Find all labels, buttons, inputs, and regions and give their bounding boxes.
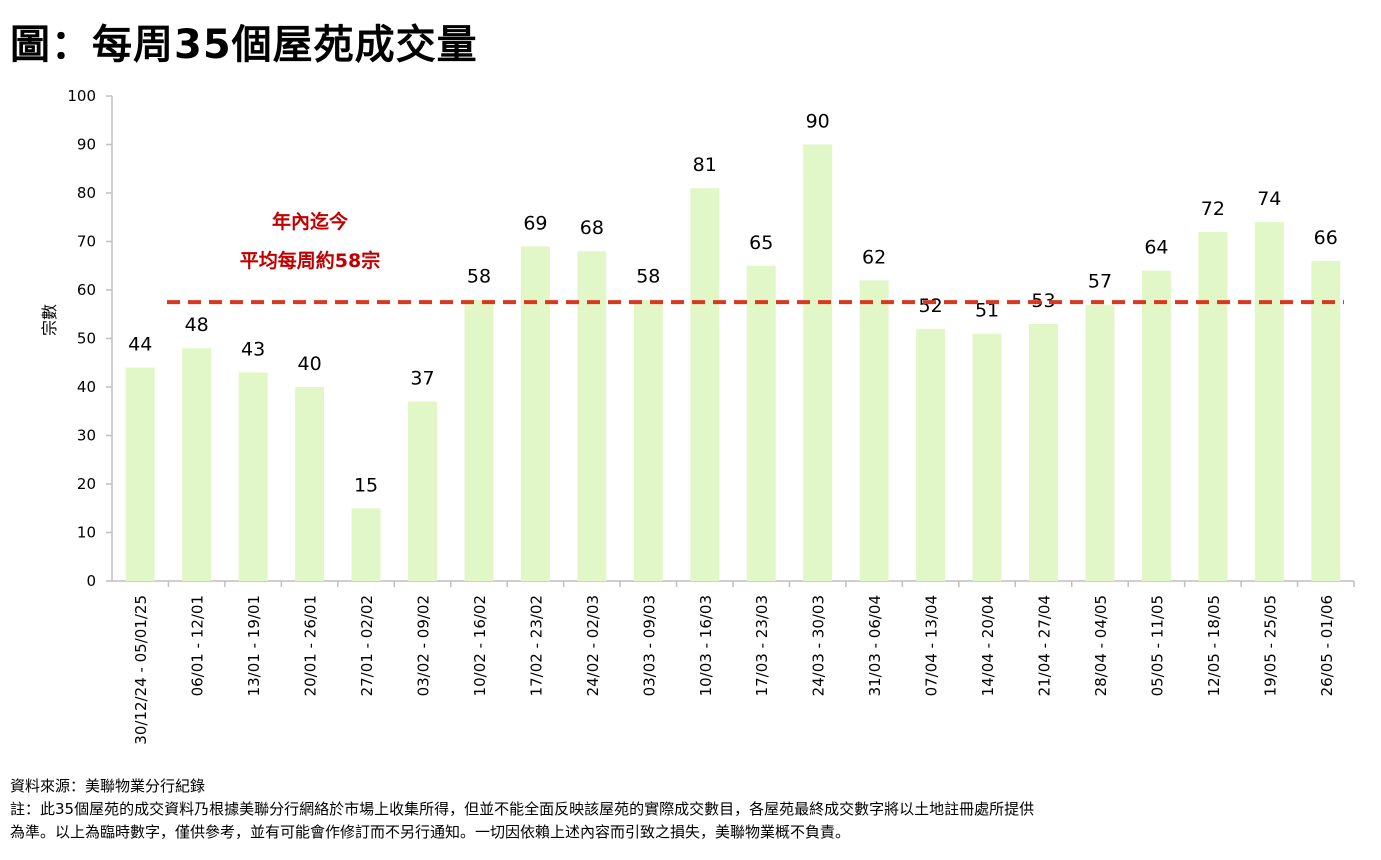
data-label: 81 xyxy=(693,154,717,176)
x-tick-label: 14/04 - 20/04 xyxy=(979,595,997,696)
x-tick-label: 28/04 - 04/05 xyxy=(1092,595,1110,696)
bar xyxy=(1254,222,1284,581)
data-label: 43 xyxy=(241,338,265,360)
bar xyxy=(972,333,1002,581)
bar xyxy=(238,372,268,581)
data-label: 72 xyxy=(1201,198,1225,220)
data-label: 90 xyxy=(806,111,830,133)
bar xyxy=(690,188,720,581)
x-tick-label: 10/03 - 16/03 xyxy=(697,595,715,696)
y-tick-label: 40 xyxy=(77,378,96,396)
average-note-line2: 平均每周約58宗 xyxy=(239,250,381,272)
x-tick-label: 03/02 - 09/02 xyxy=(415,595,433,696)
y-tick-label: 10 xyxy=(77,524,96,542)
x-tick-label: 21/04 - 27/04 xyxy=(1036,595,1054,696)
x-tick-label: 27/01 - 02/02 xyxy=(358,595,376,696)
x-tick-label: 12/05 - 18/05 xyxy=(1205,595,1223,696)
data-label: 74 xyxy=(1257,188,1281,210)
data-label: 58 xyxy=(636,266,660,288)
bar xyxy=(577,251,607,581)
data-label: 52 xyxy=(918,295,942,317)
y-tick-label: 30 xyxy=(77,427,96,445)
bar xyxy=(1029,323,1058,581)
x-tick-label: 30/12/24 - 05/01/25 xyxy=(132,595,150,745)
bar xyxy=(1198,231,1228,582)
data-label: 15 xyxy=(354,474,378,496)
x-tick-label: 07/04 - 13/04 xyxy=(923,595,941,696)
x-tick-label: 31/03 - 06/04 xyxy=(866,595,884,696)
chart-title: 圖：每周35個屋苑成交量 xyxy=(10,22,478,68)
data-label: 64 xyxy=(1144,237,1168,259)
bar xyxy=(746,265,776,581)
x-tick-label: 10/02 - 16/02 xyxy=(471,595,489,696)
data-label: 37 xyxy=(410,368,434,390)
y-axis-label: 宗數 xyxy=(40,304,59,337)
footer: 資料來源：美聯物業分行紀錄 註：此35個屋苑的成交資料乃根據美聯分行網絡於市場上… xyxy=(10,775,1370,844)
data-label: 65 xyxy=(749,232,773,254)
data-label: 51 xyxy=(975,300,999,322)
y-tick-label: 0 xyxy=(86,572,96,590)
x-tick-label: 17/02 - 23/02 xyxy=(527,595,545,696)
average-note-line1: 年內迄今 xyxy=(271,211,348,233)
data-label: 57 xyxy=(1088,271,1112,293)
data-label: 40 xyxy=(297,353,321,375)
bar-chart: 0 10 20 30 40 50 60 70 80 90 100 44 30/12/24 - 05/01… xyxy=(67,87,1355,745)
y-tick-label: 60 xyxy=(77,281,96,299)
disclaimer-line-2: 為準。以上為臨時數字，僅供參考，並有可能會作修訂而不另行通知。一切因依賴上述內容… xyxy=(10,823,851,841)
bar xyxy=(408,401,437,581)
y-tick-label: 20 xyxy=(77,475,96,493)
y-tick-label: 90 xyxy=(77,136,96,154)
data-label: 68 xyxy=(580,217,604,239)
x-tick-label: 20/01 - 26/01 xyxy=(302,595,320,696)
data-label: 48 xyxy=(185,314,209,336)
source-note: 資料來源：美聯物業分行紀錄 xyxy=(10,777,206,795)
bar xyxy=(464,299,494,581)
bar xyxy=(182,348,212,581)
bar xyxy=(1085,304,1115,581)
x-tick-label: 05/05 - 11/05 xyxy=(1148,595,1166,696)
bar xyxy=(295,387,325,581)
x-tick-label: 17/03 - 23/03 xyxy=(753,595,771,696)
data-label: 44 xyxy=(128,334,152,356)
y-tick-label: 100 xyxy=(67,87,96,105)
data-label: 69 xyxy=(523,212,547,234)
data-label: 66 xyxy=(1314,227,1338,249)
y-tick-label: 70 xyxy=(77,233,96,251)
x-tick-label: 19/05 - 25/05 xyxy=(1261,595,1279,696)
y-tick-label: 50 xyxy=(77,330,96,348)
y-tick-label: 80 xyxy=(77,184,96,202)
x-tick-label: 26/05 - 01/06 xyxy=(1318,595,1336,696)
x-tick-label: 13/01 - 19/01 xyxy=(245,595,263,696)
data-label: 53 xyxy=(1031,290,1055,312)
bar xyxy=(803,144,833,581)
x-tick-label: 24/03 - 30/03 xyxy=(810,595,828,696)
x-tick-label: 03/03 - 09/03 xyxy=(640,595,658,696)
disclaimer-line-1: 註：此35個屋苑的成交資料乃根據美聯分行網絡於市場上收集所得，但並不能全面反映該… xyxy=(10,800,1035,818)
data-label: 62 xyxy=(862,246,886,268)
bar xyxy=(916,328,946,581)
bar xyxy=(351,508,381,581)
bar xyxy=(1141,270,1171,581)
bar xyxy=(125,367,155,581)
bar xyxy=(859,280,889,581)
data-label: 58 xyxy=(467,266,491,288)
x-tick-label: 24/02 - 02/03 xyxy=(584,595,602,696)
bar xyxy=(1311,260,1341,581)
bar xyxy=(520,246,550,581)
bar xyxy=(633,299,663,581)
x-tick-label: 06/01 - 12/01 xyxy=(189,595,207,696)
